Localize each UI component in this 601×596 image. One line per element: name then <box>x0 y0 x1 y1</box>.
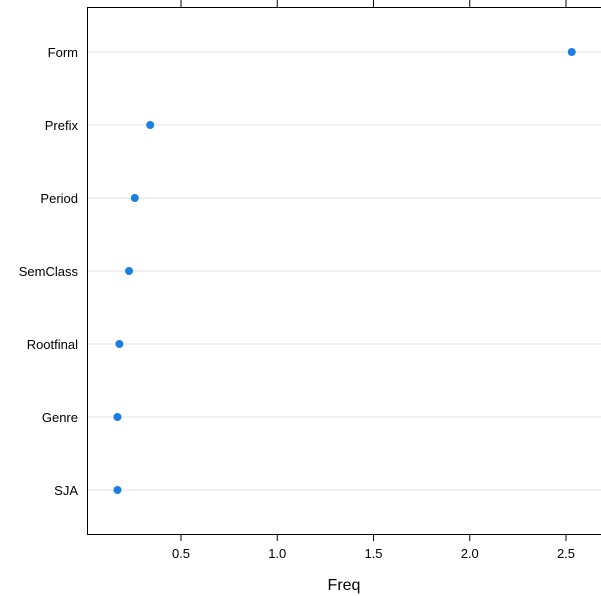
category-label: Rootfinal <box>27 337 78 352</box>
x-tick-label: 1.0 <box>268 546 286 561</box>
x-tick-label: 2.0 <box>461 546 479 561</box>
x-axis-title: Freq <box>328 577 361 594</box>
data-point <box>115 340 124 348</box>
x-tick-label: 2.5 <box>557 546 575 561</box>
data-point <box>113 486 122 494</box>
x-axis-ticks: 0.5 1.0 1.5 2.0 2.5 <box>172 0 575 561</box>
data-point <box>125 267 134 275</box>
data-point <box>130 194 139 202</box>
category-label: Genre <box>42 410 78 425</box>
data-point <box>113 413 122 421</box>
x-tick-label: 1.5 <box>364 546 382 561</box>
data-point <box>567 48 576 56</box>
grid-lines <box>87 51 601 491</box>
category-label: Period <box>40 191 78 206</box>
category-label: Prefix <box>45 118 79 133</box>
category-labels: Form Prefix Period SemClass Rootfinal Genre SJ… <box>19 45 79 498</box>
category-label: SemClass <box>19 264 79 279</box>
data-point <box>146 121 155 129</box>
x-tick-label: 0.5 <box>172 546 190 561</box>
plot-frame <box>87 7 601 535</box>
category-label: SJA <box>54 483 78 498</box>
category-label: Form <box>48 45 78 60</box>
data-points <box>113 48 576 494</box>
